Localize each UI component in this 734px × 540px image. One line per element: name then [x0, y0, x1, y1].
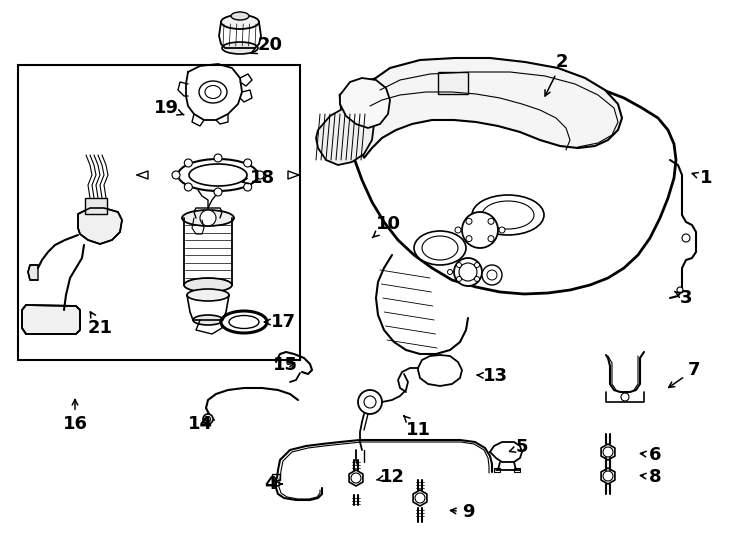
Circle shape [448, 269, 452, 274]
Text: 12: 12 [377, 468, 404, 486]
Text: 3: 3 [675, 289, 692, 307]
Circle shape [488, 218, 494, 224]
Text: 4: 4 [264, 475, 282, 493]
Polygon shape [340, 78, 390, 128]
Text: 15: 15 [272, 356, 297, 374]
Circle shape [484, 269, 489, 274]
Circle shape [466, 235, 472, 242]
Text: 17: 17 [264, 313, 296, 331]
Ellipse shape [222, 42, 258, 54]
Ellipse shape [199, 81, 227, 103]
Ellipse shape [182, 210, 234, 226]
Ellipse shape [414, 231, 466, 265]
Circle shape [244, 183, 252, 191]
Ellipse shape [205, 85, 221, 98]
Text: 6: 6 [641, 446, 661, 464]
Circle shape [364, 396, 376, 408]
Polygon shape [22, 305, 80, 334]
Text: 1: 1 [692, 169, 712, 187]
Circle shape [256, 171, 264, 179]
Text: 11: 11 [404, 416, 431, 439]
Text: 2: 2 [545, 53, 568, 96]
Circle shape [482, 265, 502, 285]
Circle shape [466, 218, 472, 224]
Circle shape [474, 262, 479, 268]
Ellipse shape [184, 278, 232, 292]
Polygon shape [28, 265, 38, 280]
Text: 19: 19 [153, 99, 184, 117]
Ellipse shape [189, 164, 247, 186]
Bar [438, 72, 468, 94]
Circle shape [457, 262, 462, 268]
Bar [272, 474, 280, 480]
Bar [85, 198, 107, 214]
Circle shape [621, 393, 629, 401]
Ellipse shape [221, 311, 267, 333]
Circle shape [184, 183, 192, 191]
Ellipse shape [229, 315, 259, 328]
Text: 14: 14 [187, 415, 213, 433]
Circle shape [214, 188, 222, 196]
Polygon shape [340, 74, 676, 294]
Circle shape [206, 416, 211, 422]
Circle shape [454, 258, 482, 286]
Circle shape [474, 276, 479, 281]
Bar [514, 468, 520, 472]
Circle shape [200, 210, 216, 226]
Text: 13: 13 [477, 367, 507, 385]
Ellipse shape [178, 159, 258, 191]
Circle shape [487, 270, 497, 280]
Circle shape [459, 263, 477, 281]
Ellipse shape [193, 315, 223, 325]
Circle shape [455, 227, 461, 233]
Circle shape [603, 471, 613, 481]
Text: 21: 21 [87, 312, 112, 337]
Ellipse shape [482, 201, 534, 229]
Circle shape [488, 235, 494, 242]
Circle shape [358, 390, 382, 414]
Circle shape [244, 159, 252, 167]
Polygon shape [360, 58, 622, 158]
Circle shape [351, 473, 361, 483]
Ellipse shape [472, 195, 544, 235]
Circle shape [677, 287, 683, 293]
Circle shape [184, 159, 192, 167]
Circle shape [499, 227, 505, 233]
Text: 20: 20 [251, 36, 283, 54]
Circle shape [214, 154, 222, 162]
Circle shape [415, 493, 425, 503]
Circle shape [172, 171, 180, 179]
Text: 8: 8 [641, 468, 661, 486]
Ellipse shape [231, 12, 249, 20]
Text: 18: 18 [242, 169, 275, 187]
Polygon shape [78, 208, 122, 244]
Text: 10: 10 [372, 215, 401, 238]
Ellipse shape [422, 236, 458, 260]
Ellipse shape [187, 289, 229, 301]
Text: 5: 5 [509, 438, 528, 456]
Bar [18, 65, 300, 360]
Text: 9: 9 [451, 503, 474, 521]
Bar [494, 468, 500, 472]
Text: 7: 7 [669, 361, 700, 388]
Circle shape [603, 447, 613, 457]
Circle shape [457, 276, 462, 281]
Circle shape [203, 414, 213, 424]
Ellipse shape [221, 15, 259, 29]
Polygon shape [316, 106, 374, 165]
Circle shape [682, 234, 690, 242]
Text: 16: 16 [62, 400, 87, 433]
Circle shape [462, 212, 498, 248]
